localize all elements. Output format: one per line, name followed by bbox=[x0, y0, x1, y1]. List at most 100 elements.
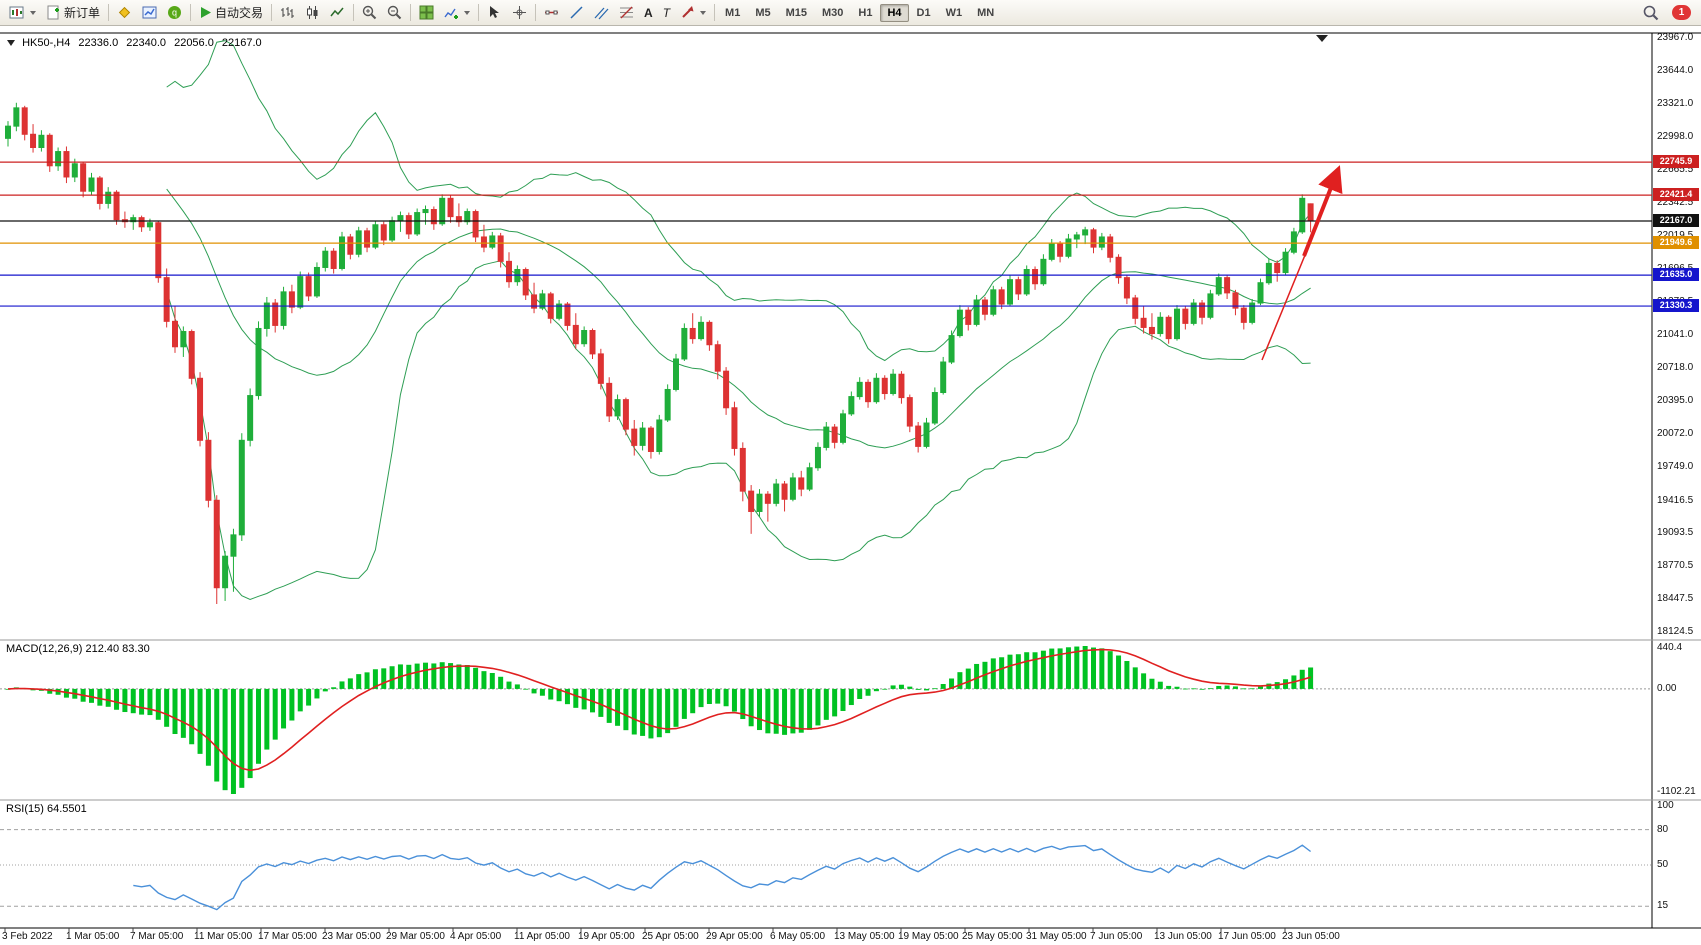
rsi-axis-tick: 100 bbox=[1657, 800, 1674, 811]
price-level-badge: 21949.6 bbox=[1653, 236, 1699, 250]
price-axis-tick: 22665.5 bbox=[1657, 164, 1694, 176]
text-tool-button[interactable]: A bbox=[639, 1, 658, 25]
candlestick-type-button[interactable] bbox=[300, 1, 325, 25]
chevron-down-icon bbox=[30, 10, 36, 15]
timeframe-w1-button[interactable]: W1 bbox=[945, 6, 963, 19]
ohlc-high: 22340.0 bbox=[126, 37, 167, 49]
price-axis-tick: 22019.5 bbox=[1657, 230, 1693, 241]
autotrade-label: 自动交易 bbox=[215, 6, 264, 20]
label-tool-button[interactable]: T bbox=[658, 1, 675, 25]
rsi-label: RSI(15) 64.5501 bbox=[6, 803, 87, 815]
ohlc-open: 22336.0 bbox=[78, 37, 119, 49]
price-axis-tick: 20395.0 bbox=[1657, 395, 1694, 407]
trendline-tool-button[interactable] bbox=[564, 1, 589, 25]
ohlc-close: 22167.0 bbox=[221, 37, 262, 49]
time-axis-label: 3 Feb 2022 bbox=[2, 931, 53, 942]
tile-windows-button[interactable] bbox=[414, 1, 439, 25]
metaeditor-icon bbox=[142, 6, 157, 19]
market-button[interactable] bbox=[112, 1, 137, 25]
timeframe-m30-button[interactable]: M30 bbox=[822, 6, 844, 19]
bar-chart-type-button[interactable] bbox=[275, 1, 300, 25]
chevron-down-icon bbox=[700, 10, 707, 15]
search-button[interactable] bbox=[1638, 1, 1664, 25]
zoom-in-button[interactable] bbox=[357, 1, 382, 25]
price-level-badge: 22421.4 bbox=[1653, 188, 1699, 202]
time-axis-label: 13 May 05:00 bbox=[834, 931, 895, 942]
timeframe-h1-button[interactable]: H1 bbox=[858, 6, 873, 19]
price-axis-tick: 20718.0 bbox=[1657, 362, 1694, 374]
price-axis-tick: 19749.0 bbox=[1657, 460, 1694, 472]
tile-windows-icon bbox=[419, 5, 434, 20]
new-order-label: 新订单 bbox=[64, 6, 101, 20]
time-axis-label: 25 Apr 05:00 bbox=[642, 931, 699, 942]
time-axis-label: 25 May 05:00 bbox=[962, 931, 1023, 942]
price-axis-tick: 18447.5 bbox=[1657, 593, 1694, 605]
cursor-icon bbox=[490, 6, 500, 18]
horizontal-line-tool-button[interactable] bbox=[539, 1, 564, 25]
new-order-button[interactable]: 新订单 bbox=[41, 1, 105, 25]
crosshair-icon bbox=[513, 6, 527, 19]
toolbar-separator bbox=[478, 4, 480, 21]
price-axis-tick: 18770.5 bbox=[1657, 560, 1694, 572]
autotrade-button[interactable]: 自动交易 bbox=[194, 1, 268, 25]
line-chart-type-icon bbox=[330, 7, 344, 17]
time-axis-label: 17 Mar 05:00 bbox=[258, 931, 317, 942]
time-axis-label: 11 Apr 05:00 bbox=[514, 931, 570, 942]
search-icon bbox=[1643, 5, 1659, 20]
toolbar-separator bbox=[714, 4, 716, 21]
toolbar-separator bbox=[353, 4, 355, 21]
metaeditor-button[interactable] bbox=[137, 1, 162, 25]
arrows-tool-button[interactable] bbox=[675, 1, 711, 25]
text-tool-label: A bbox=[644, 5, 653, 20]
time-axis-label: 29 Mar 05:00 bbox=[386, 931, 445, 942]
chart-symbol: HK50-,H4 bbox=[22, 37, 71, 49]
label-tool-label: T bbox=[662, 5, 671, 20]
channel-tool-button[interactable] bbox=[589, 1, 614, 25]
time-axis-label: 11 Mar 05:00 bbox=[194, 931, 253, 942]
timeframe-m15-button[interactable]: M15 bbox=[785, 6, 808, 19]
rsi-axis-tick: 15 bbox=[1657, 900, 1669, 912]
cursor-button[interactable] bbox=[482, 1, 507, 25]
time-axis-label: 19 May 05:00 bbox=[898, 931, 959, 942]
price-axis-tick: 18124.5 bbox=[1657, 626, 1694, 637]
price-axis-tick: 19416.5 bbox=[1657, 494, 1694, 506]
price-level-badge: 21330.3 bbox=[1653, 299, 1699, 313]
timeframe-m1-button[interactable]: M1 bbox=[725, 6, 741, 19]
toolbar-separator bbox=[535, 4, 537, 21]
timeframe-group: M1 M5 M15 M30 H1 H4 D1 W1 MN bbox=[718, 3, 1001, 22]
expand-triangle-icon bbox=[7, 40, 15, 46]
price-axis-tick: 21041.0 bbox=[1657, 329, 1694, 341]
new-chart-icon bbox=[9, 6, 24, 18]
zoom-in-icon bbox=[362, 5, 377, 20]
timeframe-d1-button[interactable]: D1 bbox=[916, 6, 931, 19]
fibonacci-tool-button[interactable] bbox=[614, 1, 639, 25]
notification-badge[interactable]: 1 bbox=[1672, 5, 1691, 20]
line-chart-type-button[interactable] bbox=[325, 1, 350, 25]
macd-axis-top: 440.4 bbox=[1657, 642, 1683, 653]
timeframe-mn-button[interactable]: MN bbox=[977, 6, 995, 19]
timeframe-h4-button[interactable]: H4 bbox=[880, 3, 909, 22]
chart-header: HK50-,H4 22336.0 22340.0 22056.0 22167.0 bbox=[7, 37, 267, 49]
time-axis-label: 1 Mar 05:00 bbox=[66, 931, 120, 942]
svg-text:q: q bbox=[172, 8, 177, 18]
community-icon: q bbox=[168, 6, 182, 19]
toolbar-right: 1 bbox=[1638, 1, 1697, 25]
new-chart-button[interactable] bbox=[4, 1, 41, 25]
price-axis-tick: 19093.5 bbox=[1657, 527, 1694, 539]
timeframe-m5-button[interactable]: M5 bbox=[755, 6, 771, 19]
price-axis-tick: 23644.0 bbox=[1657, 64, 1694, 76]
crosshair-button[interactable] bbox=[507, 1, 532, 25]
time-axis-label: 13 Jun 05:00 bbox=[1154, 931, 1212, 942]
price-level-badge: 22167.0 bbox=[1653, 214, 1699, 227]
price-level-badge: 21635.0 bbox=[1653, 268, 1699, 282]
community-button[interactable]: q bbox=[162, 1, 187, 25]
indicators-button[interactable] bbox=[439, 1, 475, 25]
zoom-out-button[interactable] bbox=[382, 1, 407, 25]
rsi-axis-tick: 50 bbox=[1657, 859, 1669, 870]
candlestick-type-icon bbox=[307, 6, 318, 19]
time-axis-label: 4 Apr 05:00 bbox=[450, 931, 502, 942]
horizontal-line-icon bbox=[545, 10, 559, 15]
macd-label: MACD(12,26,9) 212.40 83.30 bbox=[6, 643, 150, 655]
